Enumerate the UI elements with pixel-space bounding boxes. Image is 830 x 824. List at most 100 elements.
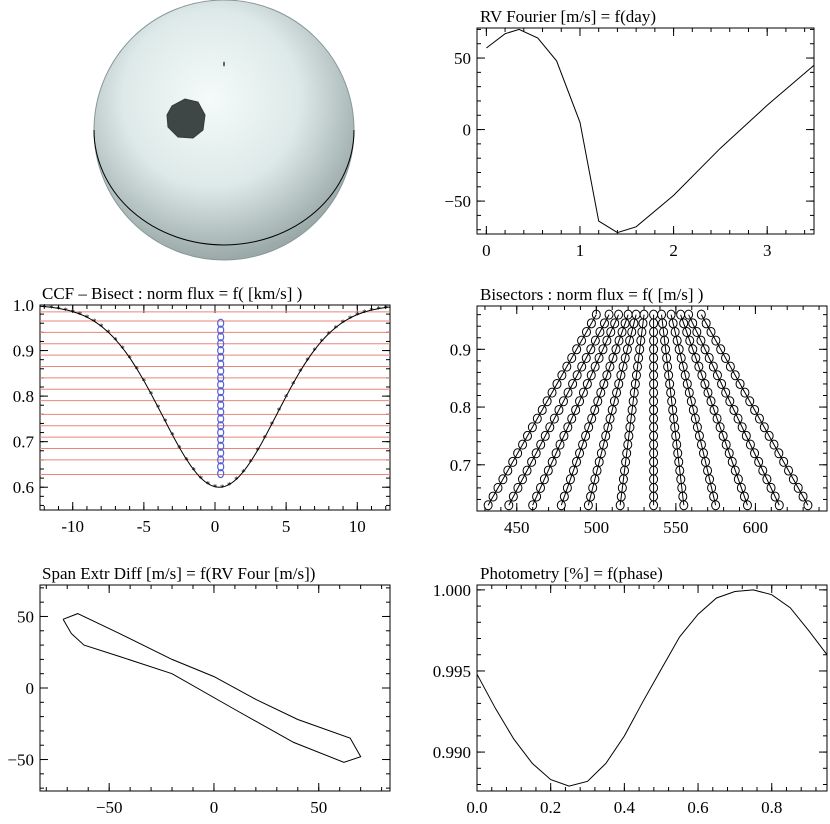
bisector-point <box>594 352 604 363</box>
bisector-point <box>716 344 726 355</box>
ccf-bisector-point <box>217 345 225 356</box>
ccf-data-marker: * <box>334 323 339 333</box>
ccf-data-marker: * <box>70 308 75 318</box>
bisector-point <box>599 378 609 389</box>
bisector-point <box>586 370 596 381</box>
ccf-data-marker: * <box>369 306 374 316</box>
ccf-data-marker: * <box>376 305 381 315</box>
photometry-xtick-label: 0.2 <box>540 798 561 817</box>
bisector-line <box>587 314 637 506</box>
ccf-bisector-point <box>217 427 225 438</box>
bisector-point <box>614 335 624 346</box>
ccf-data-marker: * <box>291 379 296 389</box>
bisector-point <box>617 326 627 337</box>
ccf-data-marker: * <box>241 467 246 477</box>
bisector-point <box>750 404 760 415</box>
bisector-point <box>706 326 716 337</box>
bisector-point <box>688 344 698 355</box>
ccf-data-marker: * <box>348 314 353 324</box>
bisector-point <box>754 413 764 424</box>
bisector-point <box>578 439 588 450</box>
bisector-point <box>590 404 600 415</box>
ccf-ytick-label: 0.9 <box>13 342 34 361</box>
rv-xtick-label: 1 <box>576 241 585 260</box>
bisector-point <box>750 448 760 459</box>
bisector-point <box>565 474 575 485</box>
ccf-ytick-label: 1.0 <box>13 296 34 315</box>
bisector-point <box>712 370 722 381</box>
bisector-point <box>715 422 725 433</box>
bisector-point <box>793 482 803 493</box>
ccf-data-marker: * <box>319 337 324 347</box>
ccf-axis-ticks <box>40 304 390 510</box>
ccf-bisector-point <box>217 332 225 342</box>
rv-chart-title: RV Fourier [m/s] = f(day) <box>480 7 656 26</box>
bisector-point <box>581 430 591 441</box>
ccf-data-marker: * <box>191 466 196 476</box>
photometry-ytick-label: 0.990 <box>433 743 471 762</box>
bisector-point <box>788 474 798 485</box>
bisector-point <box>586 318 596 329</box>
bisector-point <box>504 500 514 511</box>
ccf-bisector-point <box>217 455 225 465</box>
bisector-point <box>584 422 594 433</box>
bisector-line <box>532 314 620 506</box>
photometry-tick-labels: 0.0 0.2 0.4 0.6 0.8 1.000 0.995 0.990 <box>433 581 783 817</box>
bisector-point <box>737 422 747 433</box>
bisector-point <box>602 370 612 381</box>
bisector-line <box>619 314 645 506</box>
bisector-point <box>774 500 784 511</box>
ccf-data-marker: * <box>85 313 90 323</box>
photometry-xtick-label: 0.6 <box>687 798 708 817</box>
bisectors-xtick-label: 450 <box>504 518 530 537</box>
ccf-ytick-label: 0.6 <box>13 478 34 497</box>
bisectors-xtick-label: 550 <box>663 518 689 537</box>
ccf-data-marker: * <box>213 483 218 493</box>
rv-xtick-label: 2 <box>669 241 678 260</box>
span-tick-labels: −50 0 50 50 0 −50 <box>7 607 327 817</box>
bisector-point <box>709 404 719 415</box>
bisector-point <box>762 474 772 485</box>
bisector-point <box>572 370 582 381</box>
small-spot <box>223 61 225 67</box>
bisector-point <box>598 344 608 355</box>
rv-ytick-label: −50 <box>444 192 471 211</box>
ccf-bisector-point <box>217 407 225 417</box>
bisector-point <box>545 422 555 433</box>
bisector-point <box>596 387 606 398</box>
photometry-panel: Photometry [%] = f(phase) 0.0 0.2 0.4 0.… <box>433 564 828 817</box>
bisector-point <box>532 491 542 502</box>
ccf-data-marker: * <box>170 431 175 441</box>
bisector-point <box>547 456 557 467</box>
bisector-line <box>700 314 809 506</box>
ccf-data-marker: * <box>63 306 68 316</box>
bisector-point <box>605 361 615 372</box>
ccf-data-marker: * <box>206 480 211 490</box>
bisector-point <box>537 404 547 415</box>
rv-marks <box>486 28 815 234</box>
bisector-point <box>730 370 740 381</box>
bisector-line <box>688 314 780 506</box>
bisector-point <box>527 422 537 433</box>
bisector-point <box>721 352 731 363</box>
span-marks <box>62 613 362 763</box>
ccf-data-marker: * <box>305 356 310 366</box>
bisector-point <box>614 309 624 320</box>
bisector-point <box>527 456 537 467</box>
bisector-point <box>535 482 545 493</box>
ccf-panel: CCF – Bisect : norm flux = f( [km/s] ) -… <box>13 284 391 536</box>
bisector-point <box>610 318 620 329</box>
bisector-point <box>581 326 591 337</box>
bisector-point <box>572 456 582 467</box>
photometry-xtick-label: 0.8 <box>761 798 782 817</box>
bisector-line <box>560 314 629 506</box>
bisector-point <box>697 370 707 381</box>
photometry-xtick-label: 0.4 <box>614 798 636 817</box>
bisector-point <box>518 439 528 450</box>
ccf-data-marker: * <box>134 365 139 375</box>
ccf-data-marker: * <box>327 330 332 340</box>
ccf-data-marker: * <box>163 417 168 427</box>
ccf-data-marker: * <box>78 310 83 320</box>
ccf-data-marker: * <box>255 446 260 456</box>
